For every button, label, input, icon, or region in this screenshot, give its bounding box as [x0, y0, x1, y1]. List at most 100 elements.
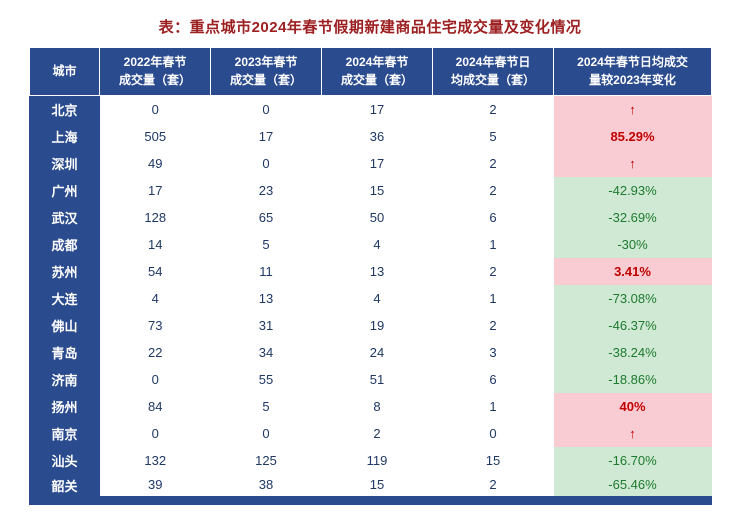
value-cell: 0	[210, 149, 322, 177]
value-cell: 132	[99, 446, 211, 474]
change-cell: -16.70%	[553, 446, 712, 474]
value-cell: 14	[99, 230, 211, 258]
value-cell: 19	[321, 311, 433, 339]
value-cell: 17	[321, 149, 433, 177]
table-row: 大连 4 13 4 1 -73.08%	[29, 284, 712, 312]
table-row: 北京 0 0 17 2 ↑	[29, 95, 712, 123]
value-cell: 1	[432, 392, 554, 420]
value-cell: 54	[99, 257, 211, 285]
change-cell: -46.37%	[553, 311, 712, 339]
column-header: 2024年春节日均成交 量较2023年变化	[553, 47, 712, 96]
table-row: 汕头 132 125 119 15 -16.70%	[29, 446, 712, 474]
value-cell: 505	[99, 122, 211, 150]
value-cell: 1	[432, 230, 554, 258]
value-cell: 38	[210, 473, 322, 501]
city-cell: 青岛	[29, 338, 100, 366]
value-cell: 34	[210, 338, 322, 366]
value-cell: 13	[210, 284, 322, 312]
city-cell: 汕头	[29, 446, 100, 474]
city-cell: 大连	[29, 284, 100, 312]
value-cell: 11	[210, 257, 322, 285]
value-cell: 50	[321, 203, 433, 231]
table-row: 青岛 22 34 24 3 -38.24%	[29, 338, 712, 366]
value-cell: 5	[210, 230, 322, 258]
value-cell: 49	[99, 149, 211, 177]
value-cell: 22	[99, 338, 211, 366]
value-cell: 2	[321, 419, 433, 447]
value-cell: 51	[321, 365, 433, 393]
value-cell: 23	[210, 176, 322, 204]
value-cell: 6	[432, 365, 554, 393]
table-row: 韶关 39 38 15 2 -65.46%	[29, 473, 712, 501]
value-cell: 0	[432, 419, 554, 447]
table-row: 成都 14 5 4 1 -30%	[29, 230, 712, 258]
city-cell: 佛山	[29, 311, 100, 339]
table-row: 南京 0 0 2 0 ↑	[29, 419, 712, 447]
value-cell: 8	[321, 392, 433, 420]
table-row: 广州 17 23 15 2 -42.93%	[29, 176, 712, 204]
table-row: 深圳 49 0 17 2 ↑	[29, 149, 712, 177]
value-cell: 2	[432, 95, 554, 123]
value-cell: 17	[99, 176, 211, 204]
table-row: 武汉 128 65 50 6 -32.69%	[29, 203, 712, 231]
value-cell: 4	[321, 284, 433, 312]
value-cell: 3	[432, 338, 554, 366]
value-cell: 119	[321, 446, 433, 474]
value-cell: 1	[432, 284, 554, 312]
value-cell: 65	[210, 203, 322, 231]
value-cell: 13	[321, 257, 433, 285]
value-cell: 2	[432, 257, 554, 285]
value-cell: 24	[321, 338, 433, 366]
column-header: 2023年春节 成交量（套）	[210, 47, 322, 96]
change-cell: 85.29%	[553, 122, 712, 150]
city-cell: 扬州	[29, 392, 100, 420]
header-row: 城市 2022年春节 成交量（套） 2023年春节 成交量（套） 2024年春节 成交量（套…	[29, 47, 712, 96]
value-cell: 0	[210, 95, 322, 123]
value-cell: 5	[210, 392, 322, 420]
city-cell: 苏州	[29, 257, 100, 285]
column-header: 2024年春节 成交量（套）	[321, 47, 433, 96]
value-cell: 55	[210, 365, 322, 393]
data-table: 城市 2022年春节 成交量（套） 2023年春节 成交量（套） 2024年春节 成交量（套…	[29, 47, 712, 505]
value-cell: 4	[99, 284, 211, 312]
value-cell: 15	[321, 176, 433, 204]
value-cell: 15	[321, 473, 433, 501]
change-cell: -73.08%	[553, 284, 712, 312]
city-cell: 韶关	[29, 473, 100, 501]
value-cell: 128	[99, 203, 211, 231]
change-cell: -42.93%	[553, 176, 712, 204]
change-cell: -18.86%	[553, 365, 712, 393]
value-cell: 0	[99, 95, 211, 123]
change-cell-up-arrow: ↑	[553, 95, 712, 123]
city-cell: 南京	[29, 419, 100, 447]
table-body: 北京 0 0 17 2 ↑ 上海 505 17 36 5 85.29% 深圳 49 0 17 2 ↑ 广州 17 23 1…	[29, 95, 712, 501]
city-cell: 深圳	[29, 149, 100, 177]
change-cell-up-arrow: ↑	[553, 419, 712, 447]
value-cell: 39	[99, 473, 211, 501]
value-cell: 125	[210, 446, 322, 474]
table-row: 扬州 84 5 8 1 40%	[29, 392, 712, 420]
change-cell: 40%	[553, 392, 712, 420]
table-row: 济南 0 55 51 6 -18.86%	[29, 365, 712, 393]
value-cell: 17	[321, 95, 433, 123]
value-cell: 0	[99, 365, 211, 393]
column-header: 城市	[29, 47, 100, 96]
value-cell: 73	[99, 311, 211, 339]
table-row: 上海 505 17 36 5 85.29%	[29, 122, 712, 150]
city-cell: 济南	[29, 365, 100, 393]
city-cell: 成都	[29, 230, 100, 258]
column-header: 2022年春节 成交量（套）	[99, 47, 211, 96]
table-row: 苏州 54 11 13 2 3.41%	[29, 257, 712, 285]
value-cell: 5	[432, 122, 554, 150]
change-cell-up-arrow: ↑	[553, 149, 712, 177]
change-cell: -38.24%	[553, 338, 712, 366]
value-cell: 31	[210, 311, 322, 339]
value-cell: 84	[99, 392, 211, 420]
value-cell: 17	[210, 122, 322, 150]
change-cell: -65.46%	[553, 473, 712, 501]
value-cell: 0	[210, 419, 322, 447]
city-cell: 上海	[29, 122, 100, 150]
change-cell: -30%	[553, 230, 712, 258]
column-header: 2024年春节日 均成交量（套）	[432, 47, 554, 96]
table-title: 表：重点城市2024年春节假期新建商品住宅成交量及变化情况	[158, 19, 582, 36]
